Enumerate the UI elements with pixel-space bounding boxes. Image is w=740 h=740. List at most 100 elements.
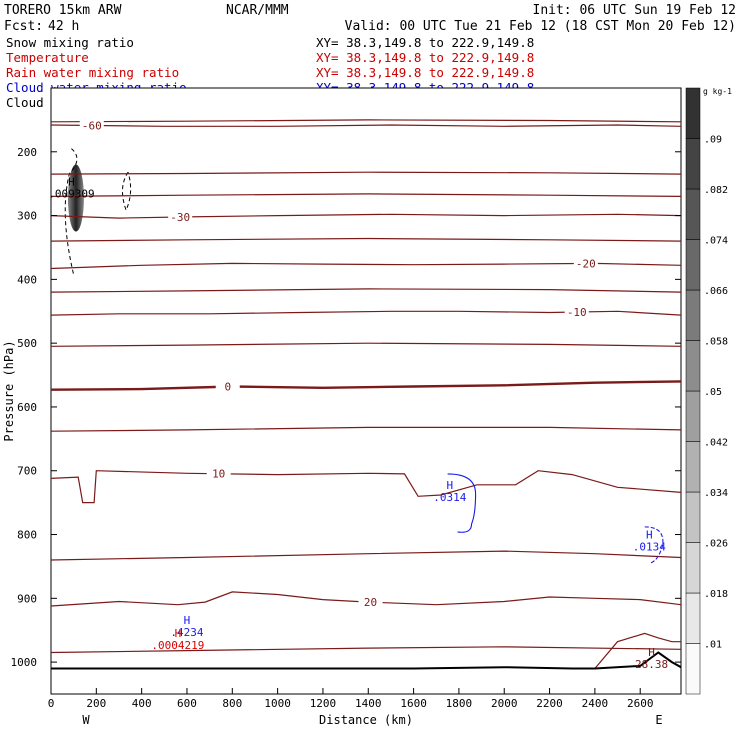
colorbar-label: .082 bbox=[704, 185, 728, 196]
y-tick-label: 300 bbox=[17, 210, 37, 223]
colorbar-unit: g kg-1 bbox=[703, 87, 732, 96]
colorbar-segment bbox=[685, 87, 701, 139]
x-tick-label: 2400 bbox=[582, 697, 609, 710]
extremum-marker: H bbox=[646, 529, 653, 542]
isotherm-line bbox=[51, 213, 681, 219]
x-tick-label: 2000 bbox=[491, 697, 518, 710]
colorbar-label: .034 bbox=[704, 488, 728, 499]
valid-time: Valid: 00 UTC Tue 21 Feb 12 (18 CST Mon … bbox=[345, 19, 736, 34]
x-tick-label: 2600 bbox=[627, 697, 654, 710]
extremum-marker: H bbox=[68, 175, 75, 188]
extremum-value: .0004219 bbox=[151, 639, 204, 652]
x-start-label: W bbox=[82, 713, 90, 727]
colorbar-label: .066 bbox=[704, 286, 728, 297]
isotherm-line bbox=[51, 124, 681, 127]
colorbar-label: .01 bbox=[704, 640, 722, 651]
extremum-marker: H bbox=[184, 614, 191, 627]
isotherm-label: 10 bbox=[212, 468, 225, 481]
x-tick-label: 800 bbox=[222, 697, 242, 710]
fcst-label: Fcst: bbox=[4, 19, 43, 34]
field-name: Rain water mixing ratio bbox=[6, 65, 179, 80]
colorbar-label: .09 bbox=[704, 135, 722, 146]
colorbar-segment bbox=[685, 340, 701, 392]
extremum-value: .4234 bbox=[170, 626, 203, 639]
isotherm-line bbox=[51, 646, 681, 654]
isotherm-line bbox=[51, 310, 681, 316]
y-tick-label: 500 bbox=[17, 337, 37, 350]
cloud-water-contour bbox=[447, 473, 477, 533]
field-name: Snow mixing ratio bbox=[6, 35, 134, 50]
x-tick-label: 1800 bbox=[446, 697, 473, 710]
fcst-value: 42 h bbox=[48, 19, 79, 34]
isotherm-label: 20 bbox=[364, 596, 377, 609]
colorbar-segment bbox=[685, 491, 701, 543]
colorbar-segment bbox=[685, 188, 701, 240]
colorbar-label: .018 bbox=[704, 589, 728, 600]
field-name: Temperature bbox=[6, 50, 89, 65]
extremum-value: .009309 bbox=[48, 187, 94, 200]
plot-area: -60-30-20-1001020H.009309H.0314H.0134H.4… bbox=[48, 87, 682, 695]
org-label: NCAR/MMM bbox=[226, 3, 289, 18]
x-tick-label: 0 bbox=[48, 697, 55, 710]
x-tick-label: 1200 bbox=[310, 697, 337, 710]
plot-frame bbox=[50, 87, 682, 695]
x-tick-label: 200 bbox=[86, 697, 106, 710]
extremum-value: .0314 bbox=[433, 491, 466, 504]
y-tick-label: 700 bbox=[17, 465, 37, 478]
y-tick-label: 800 bbox=[17, 529, 37, 542]
y-tick-label: 900 bbox=[17, 592, 37, 605]
field-xy: XY= 38.3,149.8 to 222.9,149.8 bbox=[316, 65, 534, 80]
y-tick-label: 600 bbox=[17, 401, 37, 414]
colorbar-label: .058 bbox=[704, 337, 728, 348]
y-tick-label: 1000 bbox=[11, 656, 38, 669]
isotherm-line bbox=[51, 119, 681, 123]
x-end-label: E bbox=[655, 713, 662, 727]
plot-content: -60-30-20-1001020H.009309H.0314H.0134H.4… bbox=[48, 119, 681, 671]
colorbar-segment bbox=[685, 390, 701, 442]
isotherm-line bbox=[51, 171, 681, 175]
colorbar-label: .026 bbox=[704, 539, 728, 550]
cloud-ice-contour bbox=[122, 171, 132, 212]
x-axis-label: Distance (km) bbox=[319, 713, 413, 727]
colorbar-segment bbox=[685, 289, 701, 341]
isotherm-line bbox=[51, 591, 681, 607]
isotherm-line bbox=[51, 288, 681, 293]
model-title: TORERO 15km ARW bbox=[4, 3, 122, 18]
colorbar-segment bbox=[685, 441, 701, 493]
colorbar-segment bbox=[685, 592, 701, 644]
x-tick-label: 400 bbox=[132, 697, 152, 710]
isotherm-label: 0 bbox=[224, 381, 231, 394]
x-tick-label: 1400 bbox=[355, 697, 382, 710]
init-time: Init: 06 UTC Sun 19 Feb 12 bbox=[533, 3, 737, 18]
colorbar-label: .05 bbox=[704, 387, 722, 398]
surface-isotherm bbox=[594, 632, 681, 669]
extremum-marker: H bbox=[648, 646, 655, 659]
y-tick-label: 400 bbox=[17, 273, 37, 286]
field-xy: XY= 38.3,149.8 to 222.9,149.8 bbox=[316, 50, 534, 65]
isotherm-line bbox=[51, 380, 681, 391]
isotherm-label: -20 bbox=[576, 257, 596, 270]
cloud-water-contour bbox=[644, 526, 664, 564]
colorbar-segment bbox=[685, 138, 701, 190]
isotherm-line bbox=[51, 342, 681, 347]
field-xy: XY= 38.3,149.8 to 222.9,149.8 bbox=[316, 35, 534, 50]
y-tick-label: 200 bbox=[17, 146, 37, 159]
extremum-marker: H bbox=[175, 627, 182, 640]
colorbar: .01 .018 .026 .034 .042 .05 .058 .066 .074 .082 .0… bbox=[685, 87, 732, 695]
extremum-value: 28.38 bbox=[635, 658, 668, 671]
extremum-marker: H bbox=[447, 479, 454, 492]
x-tick-label: 1600 bbox=[400, 697, 427, 710]
colorbar-segment bbox=[685, 239, 701, 291]
cloud-ice-contour bbox=[64, 148, 78, 274]
isotherm-label: -10 bbox=[567, 306, 587, 319]
extremum-value: .0134 bbox=[633, 541, 666, 554]
isotherm-line bbox=[51, 426, 681, 432]
colorbar-segment bbox=[685, 643, 701, 695]
x-tick-label: 1000 bbox=[264, 697, 291, 710]
colorbar-label: .074 bbox=[704, 236, 728, 247]
isotherm-line bbox=[51, 193, 681, 197]
isotherm-line bbox=[51, 550, 681, 561]
isotherm-label: -60 bbox=[82, 119, 102, 132]
x-tick-label: 600 bbox=[177, 697, 197, 710]
